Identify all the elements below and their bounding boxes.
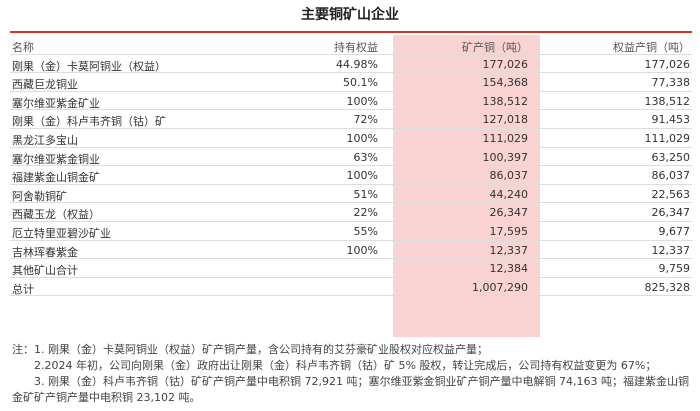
table-row: 西藏玉龙（权益） 22% 26,347 26,347 <box>10 203 692 222</box>
title-rule <box>10 31 692 33</box>
cell: 51% <box>353 187 378 201</box>
cell: 西藏玉龙（权益） <box>12 208 100 222</box>
table-row: 黑龙江多宝山 100% 111,029 111,029 <box>10 129 692 148</box>
cell: 22,563 <box>651 187 691 201</box>
cell: 黑龙江多宝山 <box>12 134 78 147</box>
cell: 111,029 <box>644 132 691 145</box>
cell: 9,677 <box>658 225 691 238</box>
cell: 塞尔维亚紫金矿业 <box>12 96 100 110</box>
cell: 111,029 <box>482 132 529 145</box>
highlight-column <box>393 35 540 337</box>
cell: 总计 <box>12 282 34 296</box>
cell: 177,026 <box>482 57 529 71</box>
notes: 注： 1. 刚果（金）卡莫阿铜业（权益）矿产铜产量，含公司持有的艾芬豪矿业股权对… <box>12 342 692 406</box>
cell: 26,347 <box>489 206 529 220</box>
table-row: 福建紫金山铜金矿 100% 86,037 86,037 <box>10 166 692 185</box>
cell: 100% <box>346 169 378 183</box>
cell: 阿舍勒铜矿 <box>12 189 67 203</box>
header-row: 名称 持有权益 矿产铜（吨） 权益产铜（吨） <box>10 36 692 55</box>
cell: 127,018 <box>482 113 529 127</box>
cell: 91,453 <box>651 113 691 127</box>
cell: 55% <box>353 225 378 238</box>
cell: 22% <box>353 206 378 220</box>
cell: 12,337 <box>651 243 691 257</box>
table-row: 西藏巨龙铜业 50.1% 154,368 77,338 <box>10 73 692 92</box>
cell: 刚果（金）科卢韦齐铜（钴）矿 <box>12 115 166 129</box>
cell: 86,037 <box>651 169 691 183</box>
table-row: 阿舍勒铜矿 51% 44,240 22,563 <box>10 185 692 204</box>
header-cell: 持有权益 <box>334 41 378 54</box>
cell: 17,595 <box>489 225 529 238</box>
cell: 9,759 <box>658 262 691 276</box>
note: 3. 刚果（金）科卢韦齐铜（钴）矿矿产铜产量中电积铜 72,921 吨；塞尔维亚… <box>12 375 689 404</box>
cell: 吉林珲春紫金 <box>12 245 78 259</box>
cell: 63,250 <box>651 150 691 164</box>
notes-prefix: 注： <box>12 343 34 356</box>
table-row: 塞尔维亚紫金铜业 63% 100,397 63,250 <box>10 148 692 167</box>
cell: 177,026 <box>644 57 691 71</box>
table-row: 刚果（金）科卢韦齐铜（钴）矿 72% 127,018 91,453 <box>10 110 692 129</box>
cell: 刚果（金）卡莫阿铜业（权益） <box>12 59 166 73</box>
header-cell: 权益产铜（吨） <box>613 41 690 54</box>
cell: 100% <box>346 132 378 145</box>
cell: 塞尔维亚紫金铜业 <box>12 152 100 166</box>
cell: 138,512 <box>482 94 529 108</box>
cell: 其他矿山合计 <box>12 264 78 278</box>
table-row: 刚果（金）卡莫阿铜业（权益） 44.98% 177,026 177,026 <box>10 55 692 74</box>
table-row: 厄立特里亚碧沙矿业 55% 17,595 9,677 <box>10 222 692 241</box>
cell: 100% <box>346 94 378 108</box>
table-row: 总计 1,007,290 825,328 <box>10 278 692 297</box>
cell: 44,240 <box>489 187 529 201</box>
note: 1. 刚果（金）卡莫阿铜业（权益）矿产铜产量，含公司持有的艾芬豪矿业股权对应权益… <box>34 343 488 356</box>
cell: 138,512 <box>644 94 691 108</box>
title: 主要铜矿山企业 <box>301 7 399 23</box>
cell: 77,338 <box>651 76 691 90</box>
cell: 1,007,290 <box>472 280 528 294</box>
cell: 44.98% <box>336 57 378 71</box>
cell: 福建紫金山铜金矿 <box>12 171 100 185</box>
cell: 26,347 <box>651 206 691 220</box>
cell: 12,384 <box>489 262 529 276</box>
cell: 厄立特里亚碧沙矿业 <box>12 227 111 240</box>
table-row: 吉林珲春紫金 100% 12,337 12,337 <box>10 241 692 260</box>
table-row: 塞尔维亚紫金矿业 100% 138,512 138,512 <box>10 92 692 111</box>
cell: 西藏巨龙铜业 <box>12 78 78 92</box>
header-cell: 名称 <box>12 41 34 54</box>
cell: 100% <box>346 243 378 257</box>
cell: 825,328 <box>644 280 691 294</box>
cell: 63% <box>353 150 378 164</box>
cell: 86,037 <box>489 169 529 183</box>
cell: 100,397 <box>482 150 529 164</box>
cell: 72% <box>353 113 378 127</box>
note: 2.2024 年初，公司向刚果（金）政府出让刚果（金）科卢韦齐铜（钴）矿 5% … <box>34 359 657 372</box>
header-cell: 矿产铜（吨） <box>462 41 528 54</box>
cell: 12,337 <box>489 243 529 257</box>
table-row: 其他矿山合计 12,384 9,759 <box>10 259 692 278</box>
cell: 154,368 <box>482 76 529 90</box>
cell: 50.1% <box>343 76 378 90</box>
